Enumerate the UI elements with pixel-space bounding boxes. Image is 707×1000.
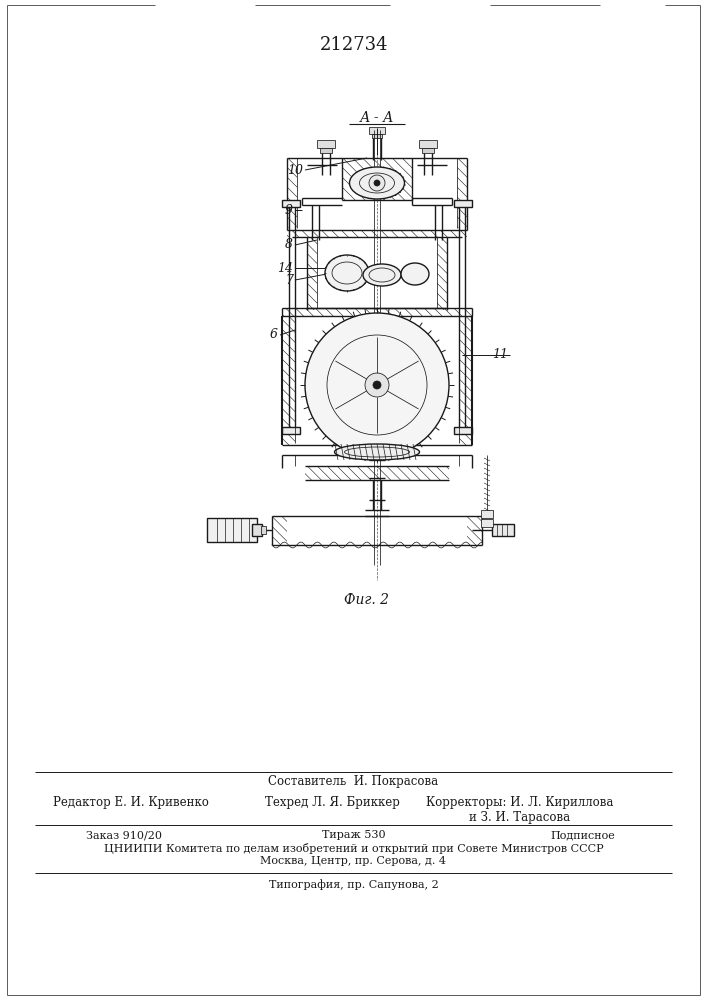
Circle shape [369,175,385,191]
Text: 212734: 212734 [320,36,388,54]
Ellipse shape [334,444,419,460]
Ellipse shape [401,263,429,285]
Bar [454,200,472,207]
Bar [282,200,300,207]
Ellipse shape [363,264,401,286]
Bar [457,158,467,228]
Circle shape [373,381,381,389]
Text: 10: 10 [287,163,303,176]
Bar [287,230,467,237]
Bar [454,427,472,434]
Bar [305,466,449,480]
Bar [481,510,493,518]
Text: Заказ 910/20: Заказ 910/20 [86,830,162,840]
Bar [287,158,297,228]
Text: Тираж 530: Тираж 530 [322,830,385,840]
Bar [459,316,472,445]
Bar [207,518,257,542]
Bar [481,519,493,527]
Bar [320,148,332,153]
Ellipse shape [325,255,369,291]
Text: А - А: А - А [360,111,395,125]
Text: 8: 8 [285,238,293,251]
Text: Редактор Е. И. Кривенко: Редактор Е. И. Кривенко [53,796,209,809]
Bar [372,134,382,138]
Bar [282,427,300,434]
Bar [282,316,295,445]
Bar [272,516,287,545]
Text: 11: 11 [492,349,508,361]
Text: Типография, пр. Сапунова, 2: Типография, пр. Сапунова, 2 [269,880,438,890]
Text: 14: 14 [277,261,293,274]
Bar [261,526,266,534]
Bar [342,158,412,200]
Circle shape [305,313,449,457]
Bar [369,127,385,134]
Text: Корректоры: И. Л. Кириллова: Корректоры: И. Л. Кириллова [426,796,614,809]
Text: 6: 6 [270,328,278,342]
Bar [467,516,482,545]
Text: 9: 9 [285,204,293,217]
Bar [307,237,317,310]
Text: Фиг. 2: Фиг. 2 [344,593,390,607]
Text: Составитель  И. Покрасова: Составитель И. Покрасова [269,776,438,788]
Text: Подписное: Подписное [551,830,616,840]
Bar [252,524,262,536]
Bar [437,237,447,310]
Bar [282,308,472,316]
Text: и З. И. Тарасова: и З. И. Тарасова [469,810,571,824]
Text: Москва, Центр, пр. Серова, д. 4: Москва, Центр, пр. Серова, д. 4 [260,856,447,866]
Circle shape [374,180,380,186]
Bar [317,140,335,148]
Bar [422,148,434,153]
Text: Техред Л. Я. Бриккер: Техред Л. Я. Бриккер [265,796,399,809]
Bar [419,140,437,148]
Text: ЦНИИПИ Комитета по делам изобретений и открытий при Совете Министров СССР: ЦНИИПИ Комитета по делам изобретений и о… [104,842,603,854]
Circle shape [365,373,389,397]
Text: 7: 7 [285,273,293,286]
Ellipse shape [349,167,404,199]
Bar [492,524,514,536]
